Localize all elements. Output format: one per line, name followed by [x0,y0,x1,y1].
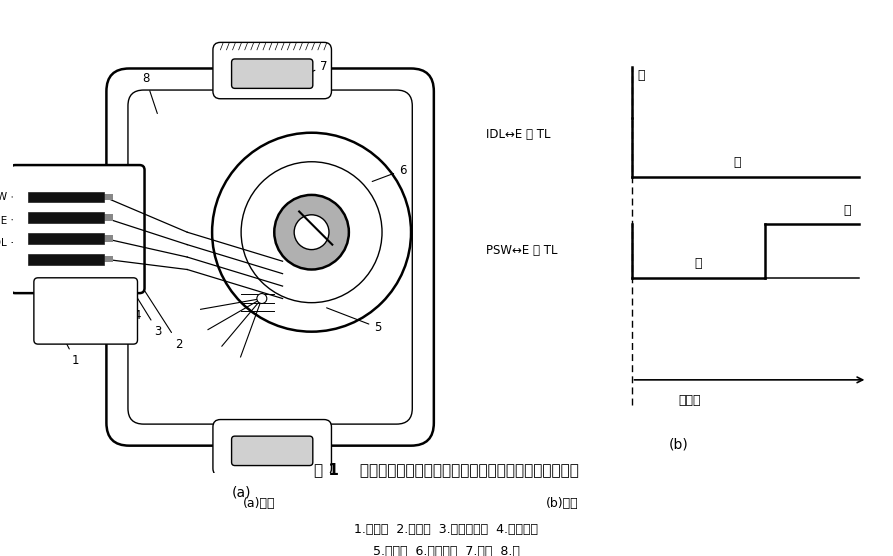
FancyBboxPatch shape [106,68,434,446]
Text: 断: 断 [734,156,741,168]
Text: 通: 通 [844,205,851,217]
Bar [28,254,104,265]
Text: TL 或 E: TL 或 E [0,215,7,225]
FancyBboxPatch shape [10,165,145,293]
Text: 1.连接器  2.动触点  3.全负荷触点  4.怀速触点: 1.连接器 2.动触点 3.全负荷触点 4.怀速触点 [355,523,538,536]
Text: (a)结构: (a)结构 [243,497,275,510]
Circle shape [257,294,267,304]
Text: PSW↔E 或 TL: PSW↔E 或 TL [486,245,557,257]
Bar [79,256,113,262]
Text: IDL: IDL [0,237,7,247]
Text: 7: 7 [297,60,328,78]
Text: 5.控制臂  6.节气门轴  7.凸轮  8.槽: 5.控制臂 6.节气门轴 7.凸轮 8.槽 [373,545,520,556]
Text: PSW: PSW [0,192,7,202]
Text: (a): (a) [231,485,251,499]
Circle shape [294,215,329,250]
Text: 断: 断 [695,257,702,270]
Circle shape [274,195,349,270]
FancyBboxPatch shape [34,278,138,344]
FancyBboxPatch shape [213,420,331,476]
Text: 6: 6 [372,163,406,181]
Text: 4: 4 [105,261,141,321]
FancyBboxPatch shape [231,436,313,465]
Text: (b)特性: (b)特性 [547,497,579,510]
Text: (b): (b) [669,438,689,451]
Text: 1: 1 [39,291,79,367]
Bar [28,233,104,244]
Bar [28,192,104,202]
Text: 5: 5 [327,308,381,334]
Bar [79,215,113,221]
Text: 通: 通 [638,69,645,82]
Bar [79,193,113,200]
FancyBboxPatch shape [213,42,331,99]
Circle shape [241,162,382,302]
Bar [28,212,104,223]
Text: 8: 8 [142,72,157,113]
Text: 3: 3 [105,247,162,338]
FancyBboxPatch shape [231,59,313,88]
Text: 节气门: 节气门 [679,395,701,408]
Circle shape [213,133,411,332]
Text: 2: 2 [106,230,183,351]
Text: IDL↔E 或 TL: IDL↔E 或 TL [486,128,551,141]
Bar [79,235,113,242]
Text: 图 1    开关量输出型节气门位置传感器的结构与电压输出信号: 图 1 开关量输出型节气门位置传感器的结构与电压输出信号 [314,463,579,477]
